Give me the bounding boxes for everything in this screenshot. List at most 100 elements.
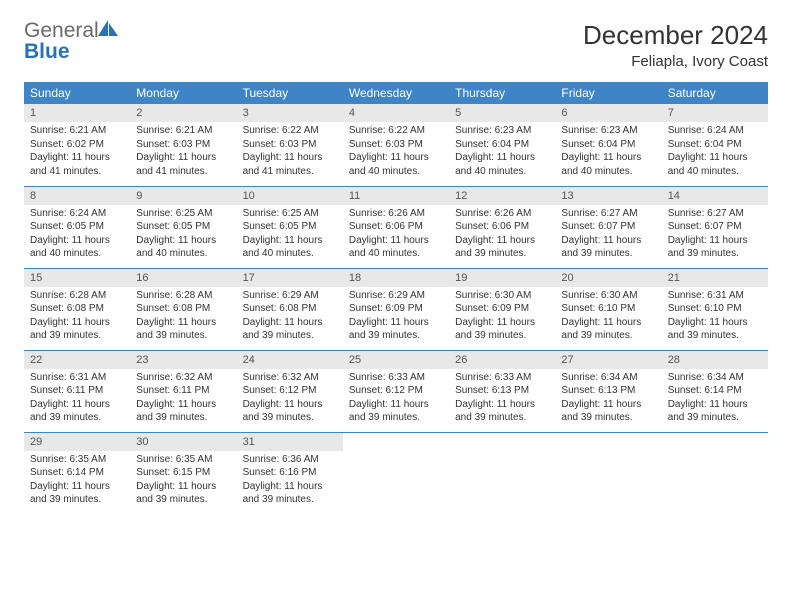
day-body: Sunrise: 6:33 AMSunset: 6:12 PMDaylight:… [343,369,449,429]
daylight-text-2: and 39 minutes. [243,493,337,507]
daylight-text-1: Daylight: 11 hours [561,316,655,330]
day-body: Sunrise: 6:24 AMSunset: 6:04 PMDaylight:… [662,122,768,182]
logo-sail-icon [97,19,119,37]
sunrise-text: Sunrise: 6:35 AM [136,453,230,467]
calendar-day-cell: 10Sunrise: 6:25 AMSunset: 6:05 PMDayligh… [237,186,343,268]
sunrise-text: Sunrise: 6:26 AM [349,207,443,221]
daylight-text-2: and 40 minutes. [349,165,443,179]
day-number: 27 [555,351,661,369]
calendar-day-cell: 23Sunrise: 6:32 AMSunset: 6:11 PMDayligh… [130,350,236,432]
sunrise-text: Sunrise: 6:36 AM [243,453,337,467]
day-body: Sunrise: 6:26 AMSunset: 6:06 PMDaylight:… [449,205,555,265]
day-number: 31 [237,433,343,451]
daylight-text-1: Daylight: 11 hours [668,234,762,248]
daylight-text-2: and 41 minutes. [243,165,337,179]
daylight-text-2: and 39 minutes. [30,329,124,343]
daylight-text-1: Daylight: 11 hours [136,234,230,248]
daylight-text-2: and 39 minutes. [668,247,762,261]
daylight-text-1: Daylight: 11 hours [30,480,124,494]
sunrise-text: Sunrise: 6:33 AM [455,371,549,385]
calendar-week-row: 15Sunrise: 6:28 AMSunset: 6:08 PMDayligh… [24,268,768,350]
daylight-text-1: Daylight: 11 hours [561,398,655,412]
sunrise-text: Sunrise: 6:30 AM [455,289,549,303]
day-body: Sunrise: 6:33 AMSunset: 6:13 PMDaylight:… [449,369,555,429]
calendar-day-cell: 27Sunrise: 6:34 AMSunset: 6:13 PMDayligh… [555,350,661,432]
day-body: Sunrise: 6:34 AMSunset: 6:13 PMDaylight:… [555,369,661,429]
day-number: 12 [449,187,555,205]
sunrise-text: Sunrise: 6:28 AM [136,289,230,303]
calendar-day-cell: 24Sunrise: 6:32 AMSunset: 6:12 PMDayligh… [237,350,343,432]
sunrise-text: Sunrise: 6:21 AM [136,124,230,138]
weekday-header: Friday [555,82,661,104]
day-number: 24 [237,351,343,369]
calendar-day-cell: 2Sunrise: 6:21 AMSunset: 6:03 PMDaylight… [130,104,236,186]
day-number: 26 [449,351,555,369]
daylight-text-1: Daylight: 11 hours [243,151,337,165]
sunrise-text: Sunrise: 6:27 AM [668,207,762,221]
daylight-text-1: Daylight: 11 hours [455,151,549,165]
day-body: Sunrise: 6:31 AMSunset: 6:10 PMDaylight:… [662,287,768,347]
sunset-text: Sunset: 6:11 PM [30,384,124,398]
daylight-text-1: Daylight: 11 hours [30,151,124,165]
daylight-text-2: and 40 minutes. [243,247,337,261]
day-body: Sunrise: 6:29 AMSunset: 6:09 PMDaylight:… [343,287,449,347]
sunrise-text: Sunrise: 6:22 AM [243,124,337,138]
daylight-text-1: Daylight: 11 hours [136,316,230,330]
sunset-text: Sunset: 6:06 PM [349,220,443,234]
day-number: 3 [237,104,343,122]
calendar-week-row: 1Sunrise: 6:21 AMSunset: 6:02 PMDaylight… [24,104,768,186]
day-body: Sunrise: 6:24 AMSunset: 6:05 PMDaylight:… [24,205,130,265]
calendar-day-cell [343,432,449,514]
day-body: Sunrise: 6:25 AMSunset: 6:05 PMDaylight:… [237,205,343,265]
sunrise-text: Sunrise: 6:31 AM [668,289,762,303]
daylight-text-2: and 39 minutes. [30,411,124,425]
daylight-text-1: Daylight: 11 hours [243,398,337,412]
sunset-text: Sunset: 6:14 PM [30,466,124,480]
daylight-text-2: and 40 minutes. [349,247,443,261]
calendar-day-cell: 13Sunrise: 6:27 AMSunset: 6:07 PMDayligh… [555,186,661,268]
daylight-text-1: Daylight: 11 hours [668,316,762,330]
sunrise-text: Sunrise: 6:33 AM [349,371,443,385]
calendar-day-cell: 21Sunrise: 6:31 AMSunset: 6:10 PMDayligh… [662,268,768,350]
day-number: 16 [130,269,236,287]
daylight-text-2: and 41 minutes. [136,165,230,179]
page-title: December 2024 [583,20,768,51]
daylight-text-2: and 39 minutes. [243,411,337,425]
day-body: Sunrise: 6:30 AMSunset: 6:10 PMDaylight:… [555,287,661,347]
daylight-text-1: Daylight: 11 hours [455,398,549,412]
daylight-text-2: and 39 minutes. [349,329,443,343]
sunrise-text: Sunrise: 6:26 AM [455,207,549,221]
daylight-text-1: Daylight: 11 hours [349,316,443,330]
calendar-day-cell: 18Sunrise: 6:29 AMSunset: 6:09 PMDayligh… [343,268,449,350]
calendar-day-cell: 30Sunrise: 6:35 AMSunset: 6:15 PMDayligh… [130,432,236,514]
daylight-text-1: Daylight: 11 hours [243,480,337,494]
calendar-day-cell: 25Sunrise: 6:33 AMSunset: 6:12 PMDayligh… [343,350,449,432]
daylight-text-1: Daylight: 11 hours [668,398,762,412]
sunset-text: Sunset: 6:16 PM [243,466,337,480]
calendar-day-cell: 8Sunrise: 6:24 AMSunset: 6:05 PMDaylight… [24,186,130,268]
sunset-text: Sunset: 6:13 PM [561,384,655,398]
calendar-day-cell: 16Sunrise: 6:28 AMSunset: 6:08 PMDayligh… [130,268,236,350]
sunset-text: Sunset: 6:11 PM [136,384,230,398]
logo-part2: Blue [24,40,70,63]
day-body: Sunrise: 6:21 AMSunset: 6:03 PMDaylight:… [130,122,236,182]
sunrise-text: Sunrise: 6:23 AM [455,124,549,138]
daylight-text-2: and 39 minutes. [561,411,655,425]
sunset-text: Sunset: 6:09 PM [349,302,443,316]
day-number: 9 [130,187,236,205]
daylight-text-2: and 39 minutes. [455,329,549,343]
day-number: 20 [555,269,661,287]
sunrise-text: Sunrise: 6:21 AM [30,124,124,138]
day-number: 17 [237,269,343,287]
sunrise-text: Sunrise: 6:27 AM [561,207,655,221]
sunset-text: Sunset: 6:03 PM [243,138,337,152]
day-number: 22 [24,351,130,369]
calendar-week-row: 29Sunrise: 6:35 AMSunset: 6:14 PMDayligh… [24,432,768,514]
sunset-text: Sunset: 6:09 PM [455,302,549,316]
day-body: Sunrise: 6:27 AMSunset: 6:07 PMDaylight:… [662,205,768,265]
calendar-day-cell: 31 Sunrise: 6:36 AMSunset: 6:16 PMDayligh… [237,432,343,514]
daylight-text-2: and 40 minutes. [561,165,655,179]
calendar-day-cell: 6Sunrise: 6:23 AMSunset: 6:04 PMDaylight… [555,104,661,186]
daylight-text-1: Daylight: 11 hours [30,234,124,248]
header: General Blue December 2024 Feliapla, Ivo… [24,20,768,70]
